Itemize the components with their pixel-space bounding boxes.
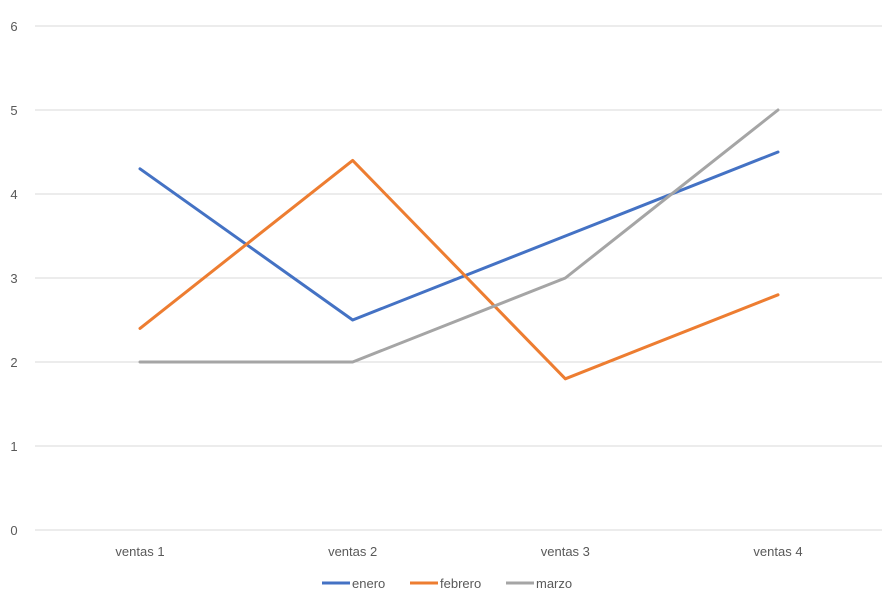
y-tick-label: 3 [10,271,17,286]
legend: enero febrero marzo [322,576,572,591]
series-line-febrero [138,158,780,381]
series-line-marzo [138,108,780,364]
x-tick-label: ventas 3 [541,544,590,559]
y-tick-label: 6 [10,19,17,34]
y-tick-label: 1 [10,439,17,454]
y-axis-ticks: 0 1 2 3 4 5 6 [10,19,17,538]
legend-label-marzo: marzo [536,576,572,591]
x-tick-label: ventas 1 [115,544,164,559]
x-tick-label: ventas 2 [328,544,377,559]
series-line-enero [138,150,780,322]
y-tick-label: 0 [10,523,17,538]
x-axis-ticks: ventas 1 ventas 2 ventas 3 ventas 4 [115,544,802,559]
series-lines [138,108,780,381]
legend-label-enero: enero [352,576,385,591]
y-tick-label: 4 [10,187,17,202]
x-tick-label: ventas 4 [753,544,802,559]
y-tick-label: 5 [10,103,17,118]
legend-label-febrero: febrero [440,576,481,591]
y-tick-label: 2 [10,355,17,370]
